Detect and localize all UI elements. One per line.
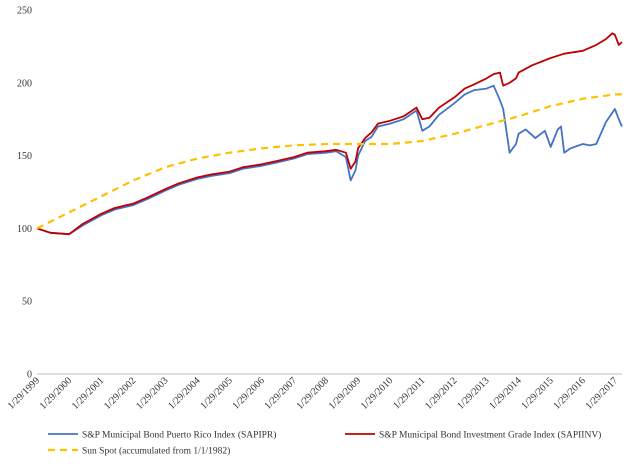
series-line-1	[36, 84, 623, 236]
series-line-3	[36, 93, 622, 230]
x-tick-label: 1/29/2017	[584, 375, 620, 411]
x-tick-label: 1/29/2007	[263, 375, 299, 411]
y-tick-label: 100	[17, 224, 32, 235]
x-tick-label: 1/29/2000	[38, 375, 74, 411]
legend-label-3: Sun Spot (accumulated from 1/1/1982)	[82, 446, 230, 457]
x-axis-tick-labels: 1/29/19991/29/20001/29/20011/29/20021/29…	[6, 375, 620, 411]
x-tick-label: 1/29/2013	[455, 375, 491, 411]
x-tick-label: 1/29/2009	[327, 375, 363, 411]
series-lines	[36, 32, 623, 236]
legend: S&P Municipal Bond Puerto Rico Index (SA…	[48, 430, 601, 457]
legend-label-1: S&P Municipal Bond Puerto Rico Index (SA…	[82, 430, 276, 441]
x-tick-label: 1/29/2008	[295, 375, 331, 411]
x-tick-label: 1/29/2011	[391, 375, 427, 411]
x-tick-label: 1/29/2005	[198, 375, 234, 411]
y-tick-label: 50	[22, 297, 32, 308]
y-axis-tick-labels: 0 50 100 150 200 250	[17, 6, 32, 381]
x-tick-label: 1/29/2012	[423, 375, 459, 411]
x-tick-label: 1/29/2003	[134, 375, 170, 411]
y-tick-label: 0	[27, 370, 32, 381]
legend-label-2: S&P Municipal Bond Investment Grade Inde…	[379, 430, 601, 441]
x-tick-label: 1/29/2015	[519, 375, 555, 411]
y-tick-label: 150	[17, 151, 32, 162]
x-tick-label: 1/29/2010	[359, 375, 395, 411]
y-tick-label: 250	[17, 6, 32, 17]
x-tick-label: 1/29/2006	[230, 375, 266, 411]
series-line-2	[36, 32, 623, 236]
x-tick-label: 1/29/2016	[551, 375, 587, 411]
y-tick-label: 200	[17, 78, 32, 89]
x-tick-label: 1/29/1999	[6, 375, 42, 411]
x-tick-label: 1/29/2004	[166, 375, 202, 411]
x-tick-label: 1/29/2001	[70, 375, 106, 411]
x-tick-label: 1/29/2002	[102, 375, 138, 411]
x-tick-label: 1/29/2014	[487, 375, 523, 411]
